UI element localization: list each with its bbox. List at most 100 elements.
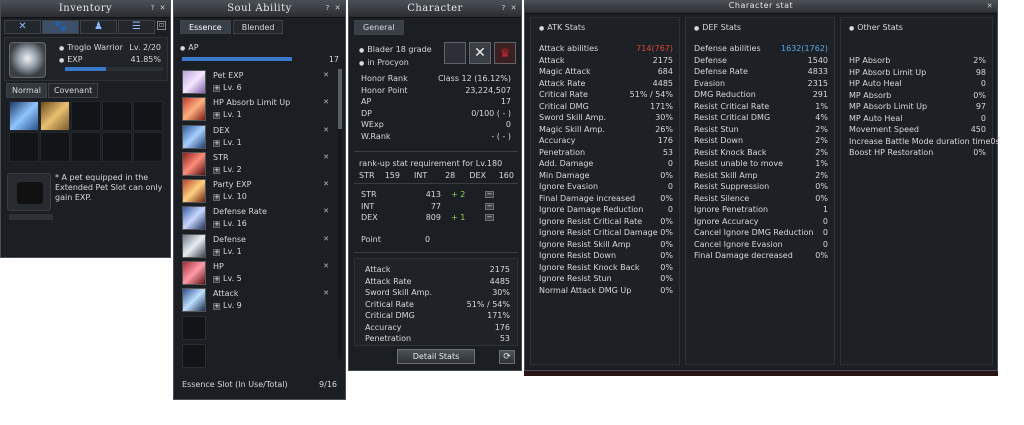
stat-value: 0% xyxy=(660,228,673,237)
essence-item[interactable]: Defense Rate + Lv. 16 ✕ xyxy=(182,205,337,232)
decrease-stat-button[interactable]: − xyxy=(485,190,494,198)
character-titlebar[interactable]: Character ? ✕ xyxy=(349,1,521,18)
divider xyxy=(354,252,518,253)
essence-item[interactable]: HP Absorb Limit Up + Lv. 1 ✕ xyxy=(182,96,337,123)
tab-covenant[interactable]: Covenant xyxy=(47,83,99,98)
inventory-slot[interactable] xyxy=(133,132,163,162)
tab-blended[interactable]: Blended xyxy=(232,20,284,34)
essence-scrollbar[interactable] xyxy=(338,69,342,359)
stat-value: 809 xyxy=(425,213,441,222)
inventory-slot[interactable] xyxy=(102,132,132,162)
refresh-icon[interactable]: ⟳ xyxy=(499,350,515,364)
essence-item[interactable]: Pet EXP + Lv. 6 ✕ xyxy=(182,69,337,96)
character-stat-titlebar[interactable]: Character stat ✕ xyxy=(525,1,997,14)
guild-emblem-icon[interactable]: ♛ xyxy=(494,42,516,64)
equipment-tab-icon[interactable]: ✕ xyxy=(4,20,41,34)
lock-icon[interactable]: ⊡ xyxy=(157,21,166,30)
inventory-slot-item[interactable] xyxy=(40,101,70,131)
level-up-button[interactable]: + xyxy=(213,247,220,256)
pet-tab-icon[interactable]: 🐾 xyxy=(42,20,79,34)
list-tab-icon[interactable]: ☰ xyxy=(118,20,155,34)
inventory-slot[interactable] xyxy=(133,101,163,131)
essence-rune-icon[interactable] xyxy=(182,288,206,313)
stat-value: 0 xyxy=(822,216,828,226)
level-up-button[interactable]: + xyxy=(213,165,220,174)
extended-pet-slot[interactable] xyxy=(7,173,51,211)
soul-ability-titlebar[interactable]: Soul Ability ? ✕ xyxy=(174,1,345,18)
crossed-swords-icon[interactable]: ✕ xyxy=(469,42,491,64)
tab-essence[interactable]: Essence xyxy=(180,20,231,34)
remove-icon[interactable]: ✕ xyxy=(323,98,329,107)
stat-value: 0 xyxy=(980,79,986,88)
close-icon[interactable]: ✕ xyxy=(334,4,341,12)
essence-item[interactable]: Defense + Lv. 1 ✕ xyxy=(182,233,337,260)
remove-icon[interactable]: ✕ xyxy=(323,289,329,298)
stat-name: Attack abilities xyxy=(539,44,599,53)
level-up-button[interactable]: + xyxy=(213,220,220,229)
essence-rune-icon[interactable] xyxy=(182,261,206,286)
stat-name: Resist Critical DMG xyxy=(694,113,771,122)
stat-name: Attack xyxy=(365,265,391,274)
remove-icon[interactable]: ✕ xyxy=(323,125,329,134)
inventory-slot-item[interactable] xyxy=(9,101,39,131)
remove-icon[interactable]: ✕ xyxy=(323,180,329,189)
remove-icon[interactable]: ✕ xyxy=(323,71,329,79)
essence-rune-icon[interactable] xyxy=(182,206,206,231)
stat-row: Defense abilities 1632(1762) xyxy=(694,43,828,55)
stat-value: 77 xyxy=(430,201,441,211)
essence-rune-icon[interactable] xyxy=(182,70,206,94)
inventory-slot[interactable] xyxy=(71,132,101,162)
level-up-button[interactable]: + xyxy=(213,302,220,311)
essence-empty-slot[interactable] xyxy=(182,343,337,371)
essence-item[interactable]: DEX + Lv. 1 ✕ xyxy=(182,124,337,151)
inventory-slot[interactable] xyxy=(71,101,101,131)
detail-stats-button[interactable]: Detail Stats xyxy=(397,349,475,364)
level-up-button[interactable]: + xyxy=(213,275,220,284)
essence-empty-slot[interactable] xyxy=(182,315,337,343)
level-up-button[interactable]: + xyxy=(213,111,220,120)
essence-item[interactable]: STR + Lv. 2 ✕ xyxy=(182,151,337,178)
inventory-titlebar[interactable]: Inventory ? ✕ xyxy=(1,1,170,18)
essence-item[interactable]: Attack + Lv. 9 ✕ xyxy=(182,287,337,314)
stat-name: Ignore Resist Down xyxy=(539,251,617,260)
inventory-slot[interactable] xyxy=(9,132,39,162)
help-icon[interactable]: ? xyxy=(325,4,330,12)
close-icon[interactable]: ✕ xyxy=(986,2,993,10)
close-icon[interactable]: ✕ xyxy=(159,4,166,12)
level-up-button[interactable]: + xyxy=(213,193,220,202)
essence-rune-icon[interactable] xyxy=(182,151,206,176)
scrollbar-thumb[interactable] xyxy=(338,69,342,129)
essence-rune-icon[interactable] xyxy=(182,124,206,149)
stat-name: Resist Silence xyxy=(694,193,750,203)
decrease-stat-button[interactable]: − xyxy=(485,201,494,210)
close-icon[interactable]: ✕ xyxy=(510,4,517,12)
stat-name: Sword Skill Amp. xyxy=(365,288,433,297)
remove-icon[interactable]: ✕ xyxy=(323,207,329,216)
level-up-button[interactable]: + xyxy=(213,84,220,92)
stat-row: Critical DMG 171% xyxy=(365,310,510,322)
inventory-slot[interactable] xyxy=(102,101,132,131)
remove-icon[interactable]: ✕ xyxy=(323,234,329,243)
level-up-button[interactable]: + xyxy=(213,138,220,147)
pet-panel: ● Troglo Warrior Lv. 2/20 ● EXP 41.85% xyxy=(4,37,168,81)
stat-row: Magic Attack 684 xyxy=(539,66,673,78)
class-badge-icon[interactable] xyxy=(444,42,466,64)
remove-icon[interactable]: ✕ xyxy=(323,152,329,161)
help-icon[interactable]: ? xyxy=(501,4,506,12)
pet-portrait-icon[interactable] xyxy=(9,42,46,78)
help-icon[interactable]: ? xyxy=(150,4,155,12)
decrease-stat-button[interactable]: − xyxy=(485,213,494,221)
essence-item[interactable]: HP + Lv. 5 ✕ xyxy=(182,260,337,287)
inventory-slot[interactable] xyxy=(40,132,70,162)
stat-name: DMG Reduction xyxy=(694,90,756,99)
tab-general[interactable]: General xyxy=(354,20,404,35)
remove-icon[interactable]: ✕ xyxy=(323,262,329,271)
ap-label: AP xyxy=(188,43,199,52)
stat-value: 0% xyxy=(660,274,673,283)
tab-normal[interactable]: Normal xyxy=(6,83,47,98)
essence-rune-icon[interactable] xyxy=(182,179,206,204)
essence-rune-icon[interactable] xyxy=(182,233,206,258)
essence-item[interactable]: Party EXP + Lv. 10 ✕ xyxy=(182,178,337,205)
essence-rune-icon[interactable] xyxy=(182,97,206,122)
character-tab-icon[interactable]: ♟ xyxy=(80,20,117,34)
